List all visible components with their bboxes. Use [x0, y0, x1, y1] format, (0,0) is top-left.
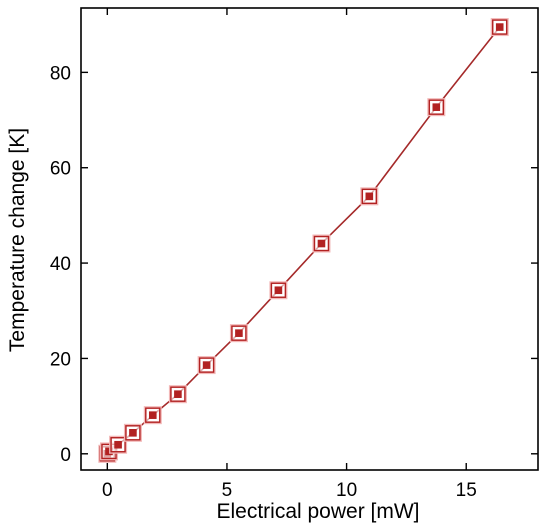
x-axis-ticks: 0 5 10 15 [102, 8, 477, 501]
data-point [143, 406, 162, 425]
x-tick-label: 5 [222, 480, 233, 501]
series-layer [98, 18, 509, 463]
marker-inner-square [129, 429, 137, 437]
marker-inner-square [174, 390, 182, 398]
marker-inner-square [148, 411, 157, 419]
marker-inner-square [114, 440, 122, 449]
marker-inner-square [202, 361, 211, 369]
marker-inner-square [495, 23, 504, 31]
y-tick-label: 80 [50, 63, 71, 84]
marker-inner-square [432, 103, 441, 111]
marker-inner-square [317, 239, 326, 248]
x-tick-label: 0 [102, 480, 113, 501]
marker-inner-square [274, 286, 283, 295]
data-point [123, 423, 142, 442]
marker-inner-square [235, 329, 243, 337]
marker-inner-square [365, 192, 374, 201]
data-point [109, 435, 128, 454]
x-tick-label: 10 [336, 480, 357, 501]
data-point [197, 356, 216, 375]
data-point [229, 324, 248, 343]
data-point [312, 234, 331, 253]
y-tick-label: 20 [50, 349, 71, 370]
x-tick-label: 15 [456, 480, 477, 501]
data-point [168, 385, 187, 404]
data-point [427, 98, 446, 117]
y-tick-label: 0 [60, 445, 71, 466]
data-point [360, 187, 379, 206]
series-line [106, 26, 501, 455]
y-tick-label: 40 [50, 254, 71, 275]
y-axis-ticks: 0 20 40 60 80 [50, 63, 538, 466]
data-point [269, 281, 288, 300]
y-axis-label: Temperature change [K] [6, 128, 29, 352]
marker-inner-square [105, 447, 113, 456]
y-tick-label: 60 [50, 159, 71, 180]
plot-frame [80, 7, 539, 471]
data-point [490, 18, 509, 37]
x-axis-label: Electrical power [mW] [216, 500, 419, 523]
